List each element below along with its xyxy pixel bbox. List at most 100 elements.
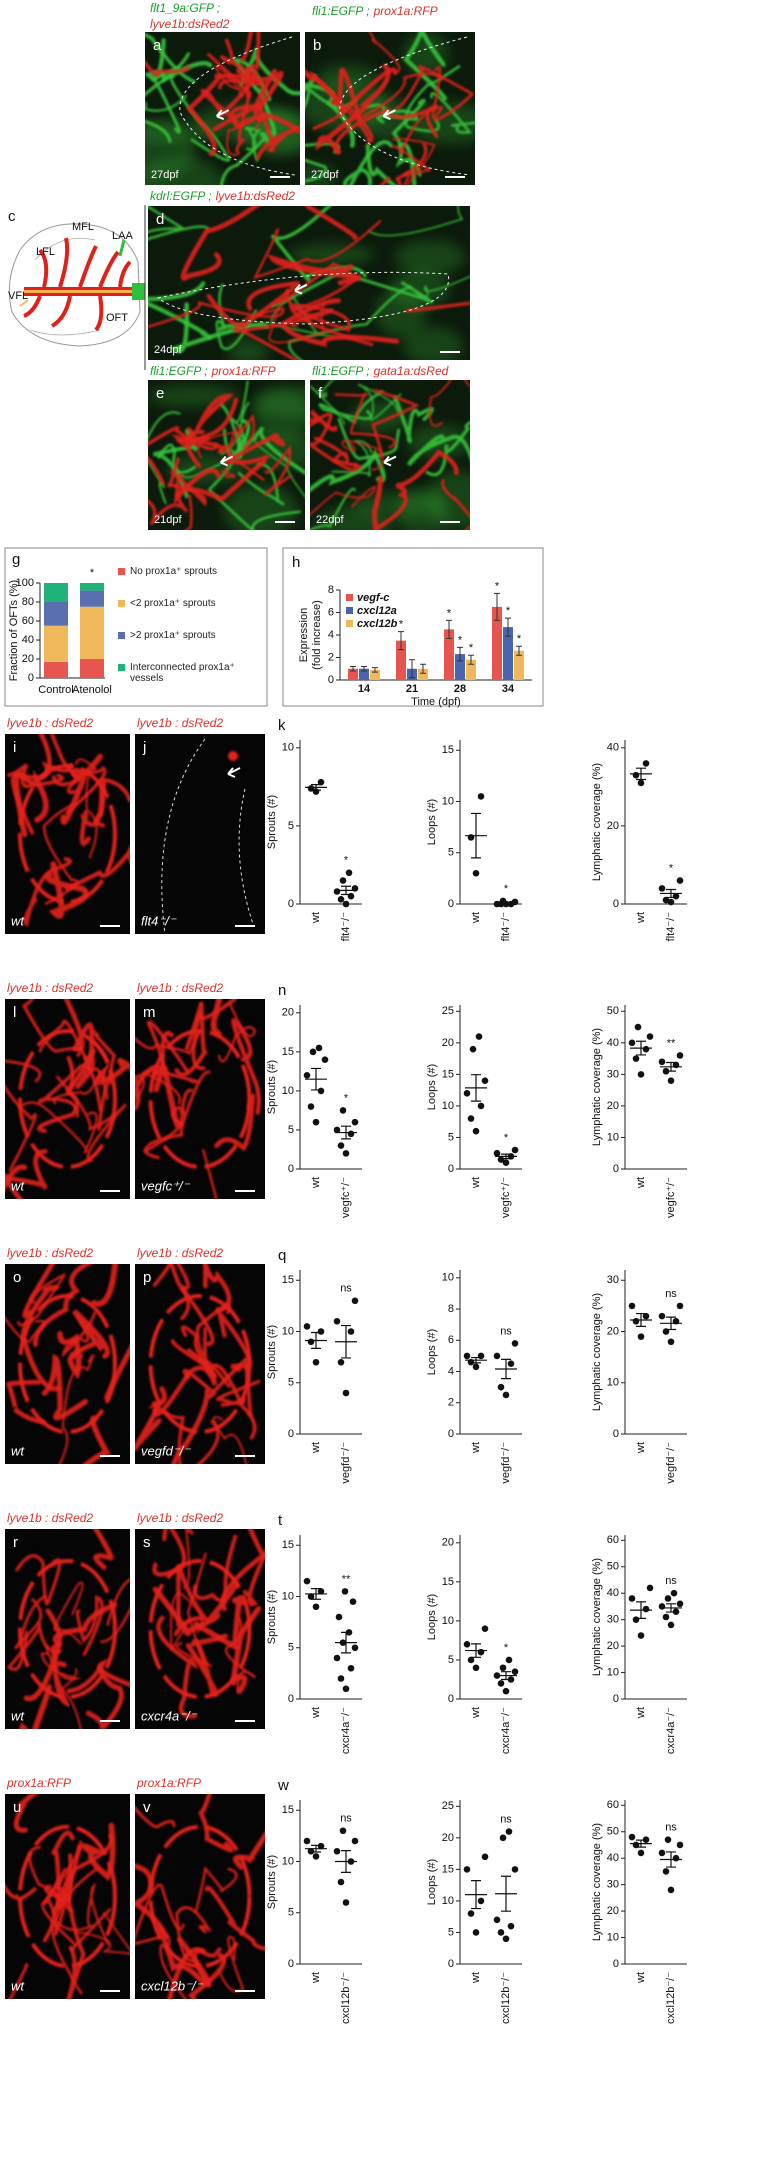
vessel (56, 1882, 110, 1946)
panel-letter: i (13, 739, 16, 756)
data-point (499, 1834, 507, 1842)
bar (514, 650, 524, 680)
caption: fli1:EGFP ; prox1a:RFP (312, 4, 438, 18)
vessel (191, 999, 237, 1071)
vessel (220, 1529, 265, 1612)
x-tick-label: wt (310, 912, 322, 924)
vessel (38, 1019, 109, 1100)
caption: fli1:EGFP ; prox1a:RFP (150, 364, 276, 378)
micrograph: a 27dpf (145, 32, 300, 185)
arrow (219, 455, 234, 467)
significance: ** (342, 1573, 351, 1585)
y-axis-title: Sprouts (#) (266, 1855, 278, 1909)
stage-label: 21dpf (154, 514, 182, 526)
y-tick-label: 0 (448, 1693, 454, 1705)
vessel (5, 1883, 37, 1901)
data-point (497, 1929, 505, 1936)
x-tick-label: wt (470, 1442, 482, 1454)
vessel (170, 1339, 257, 1440)
x-tick-label: cxcl12b⁻/⁻ (665, 1972, 677, 2024)
y-tick-label: 0 (288, 1163, 294, 1175)
vessel (218, 38, 266, 90)
data-point (507, 1922, 515, 1930)
x-tick-label: vegfc⁺/⁻ (340, 1177, 352, 1218)
haze (394, 239, 466, 275)
vessel (312, 104, 374, 145)
y-tick-label: 5 (288, 1907, 294, 1919)
mean-sem (335, 1849, 357, 1874)
data-point (303, 1837, 311, 1845)
vessel (430, 92, 475, 134)
panel-letter: w (277, 1777, 289, 1794)
data-point (342, 1389, 350, 1397)
data-point (658, 1849, 666, 1857)
vessel-ring (18, 1559, 117, 1699)
y-tick-label: 10 (282, 1855, 294, 1867)
significance: * (447, 607, 452, 619)
vessel (148, 206, 210, 241)
data-point (351, 1118, 359, 1126)
y-axis-title: Loops (#) (426, 799, 438, 845)
y-tick-label: 10 (442, 1100, 454, 1112)
vessel (145, 32, 196, 84)
caption-part: lyve1b : dsRed2 (137, 716, 223, 730)
data-point (511, 1866, 519, 1873)
y-tick-label: 10 (607, 1131, 619, 1143)
legend-swatch (118, 568, 125, 575)
y-axis-title: Fraction of OFTs (%) (8, 580, 20, 681)
caption: fli1:EGFP ; gata1a:dsRed (312, 364, 449, 378)
panel-letter: s (143, 1534, 151, 1551)
vessel (53, 1581, 84, 1645)
data-point (347, 1130, 355, 1138)
y-tick-label: 20 (442, 1832, 454, 1844)
y-tick-label: 30 (607, 1274, 619, 1286)
panel-letter: m (143, 1004, 156, 1021)
error-bar (420, 663, 426, 674)
vessel (44, 1853, 73, 1915)
panel-letter: f (318, 385, 323, 402)
y-axis-title: Sprouts (#) (266, 1060, 278, 1114)
legend-label: Interconnected prox1a⁺ vessels (130, 662, 235, 684)
data-point (667, 1077, 675, 1084)
significance: * (90, 567, 95, 579)
vessel (399, 65, 444, 155)
data-point (642, 1045, 650, 1053)
arrow (227, 767, 241, 778)
data-point (632, 771, 640, 779)
mean-sem (630, 1601, 652, 1619)
y-tick-label: 0 (613, 1693, 619, 1705)
vessel (152, 1264, 191, 1321)
vessel (75, 1595, 104, 1657)
y-tick-label: 5 (448, 1926, 454, 1938)
data-point (664, 1836, 672, 1843)
vessel (63, 999, 95, 1064)
caption-part: fli1:EGFP ; (312, 4, 370, 18)
y-tick-label: 30 (607, 1879, 619, 1891)
caption-part: lyve1b : dsRed2 (137, 1246, 223, 1260)
data-point (667, 1886, 675, 1894)
data-point (664, 1595, 672, 1602)
data-point (477, 1897, 485, 1905)
data-point (335, 1613, 343, 1621)
bar-segment (44, 661, 68, 678)
y-tick-label: 4 (448, 1365, 454, 1377)
micrograph: d 24dpf (148, 206, 470, 360)
legend-label: cxcl12a (357, 605, 397, 617)
vessel (143, 1070, 211, 1153)
data-point (463, 1641, 471, 1648)
data-point (662, 896, 670, 904)
y-tick-label: 15 (282, 1046, 294, 1058)
y-tick-label: 10 (442, 1615, 454, 1627)
micrograph: e 21dpf (148, 380, 305, 530)
error-bar (494, 592, 500, 621)
error-bar (516, 645, 522, 656)
mean-sem (305, 784, 327, 791)
vessel (374, 493, 408, 530)
vessel (66, 1658, 130, 1694)
y-tick-label: 20 (442, 1537, 454, 1549)
x-tick-label: 21 (406, 683, 418, 695)
mean-sem (465, 1643, 487, 1658)
vessel (230, 1606, 262, 1694)
x-tick-label: vegfc⁺/⁻ (500, 1177, 512, 1218)
data-point (347, 1664, 355, 1672)
